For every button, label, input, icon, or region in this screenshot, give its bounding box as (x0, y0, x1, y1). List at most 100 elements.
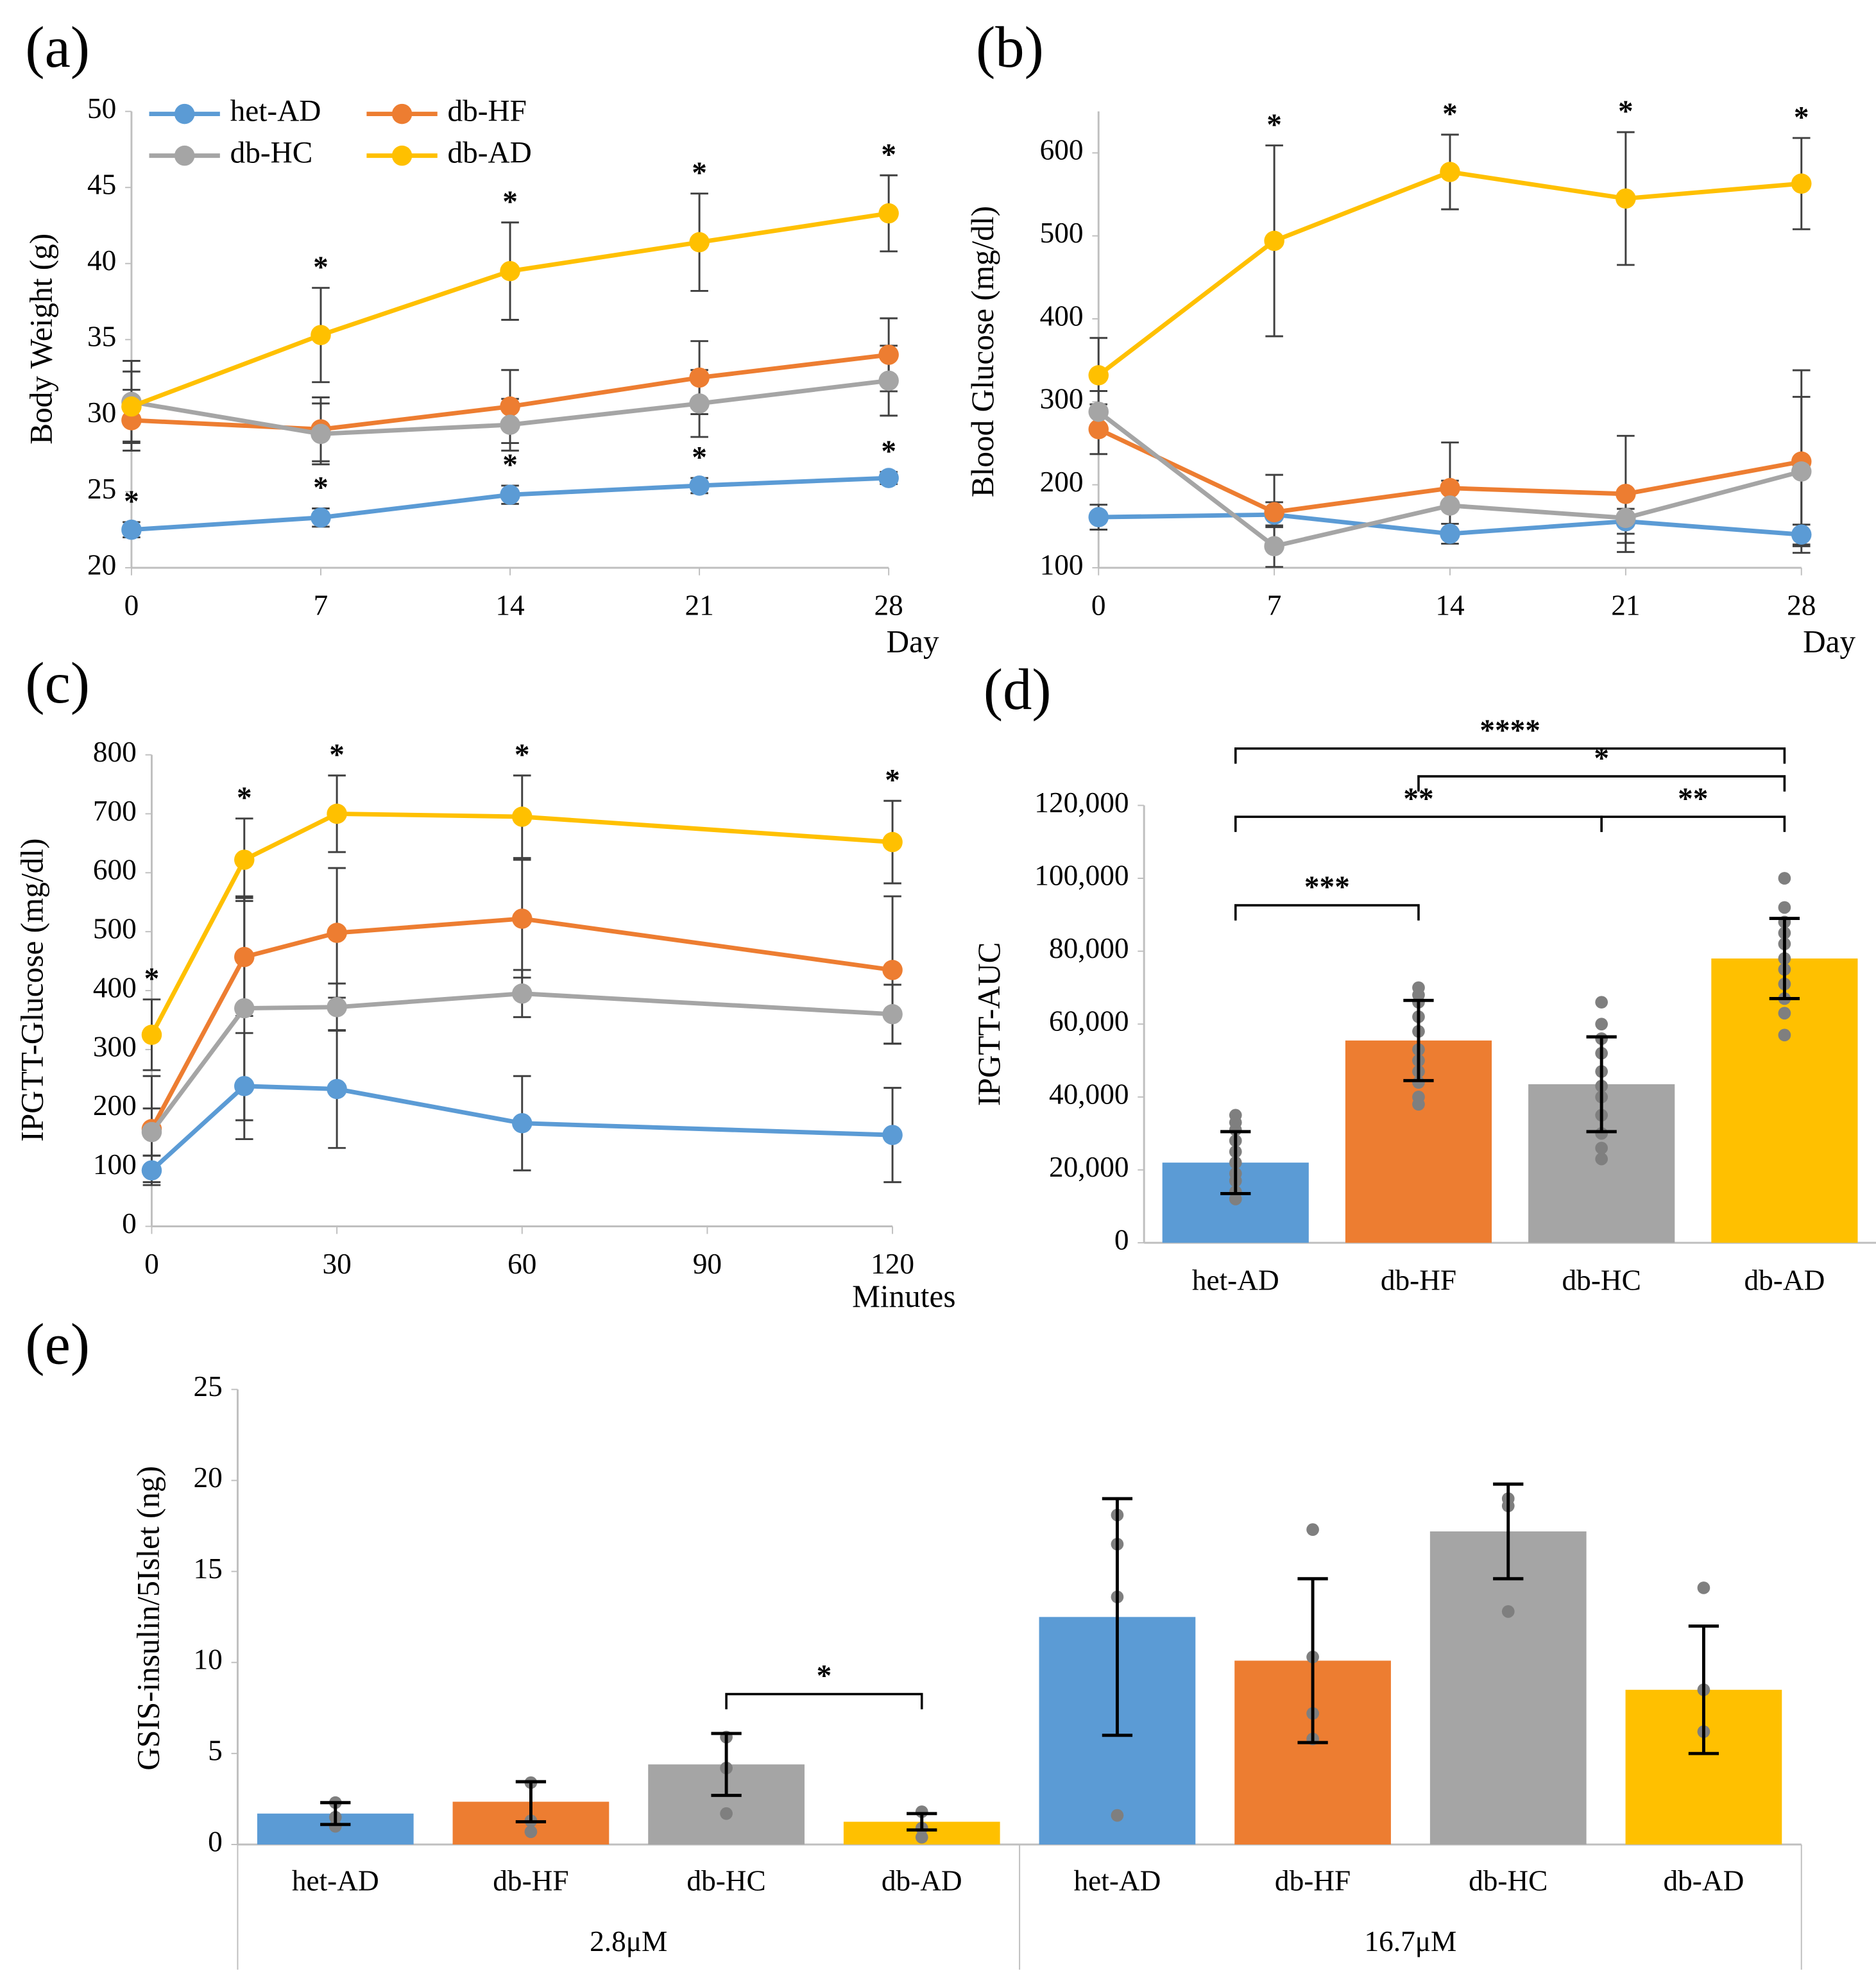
significance: * (313, 472, 328, 505)
y-tick-label: 800 (93, 736, 137, 768)
y-tick-label: 50 (87, 92, 116, 124)
data-dot (1412, 1098, 1425, 1111)
significance-bracket (1234, 904, 1420, 921)
data-point (327, 803, 347, 824)
y-tick-label: 700 (93, 795, 137, 827)
y-tick-label: 500 (1040, 217, 1084, 249)
data-point (511, 908, 533, 929)
x-tick-label: 14 (495, 589, 524, 621)
x-tick-label: 0 (144, 1248, 159, 1280)
significance: * (885, 763, 900, 797)
data-point (1791, 461, 1812, 482)
significance-bracket (1234, 815, 1603, 832)
y-tick-label: 600 (1040, 134, 1084, 166)
data-point (689, 232, 710, 253)
data-dot (1229, 1193, 1242, 1205)
x-tick-label: 14 (1435, 589, 1464, 621)
x-tick-label: het-AD (292, 1864, 379, 1896)
data-point (1264, 230, 1284, 251)
x-axis-title: Minutes (852, 1279, 955, 1314)
y-tick-label: 100 (1040, 549, 1084, 581)
significance: * (237, 781, 252, 815)
x-tick-label: db-HC (1469, 1864, 1548, 1896)
bar (1429, 1531, 1587, 1845)
y-tick-label: 400 (93, 971, 137, 1003)
data-point (141, 1160, 162, 1181)
data-point (1791, 173, 1812, 194)
data-point (327, 997, 347, 1018)
legend-marker (391, 145, 413, 166)
x-tick-label: db-HF (1275, 1864, 1351, 1896)
x-tick-label: db-AD (1744, 1265, 1825, 1297)
data-dot (1595, 1141, 1608, 1155)
y-tick-label: 300 (1040, 383, 1084, 415)
data-dot (1778, 1007, 1791, 1020)
significance-bracket (725, 1692, 923, 1710)
data-point (511, 806, 533, 827)
data-point (1440, 495, 1460, 516)
legend-label: db-HF (448, 94, 527, 128)
data-dot (1778, 872, 1791, 885)
significance-bracket (1234, 747, 1786, 764)
significance: **** (1479, 714, 1540, 747)
significance-bracket (1417, 775, 1786, 792)
significance: * (124, 485, 139, 518)
data-dot (1501, 1605, 1515, 1618)
x-tick-label: 90 (693, 1248, 722, 1280)
data-dot (1778, 901, 1791, 914)
significance-bracket (1600, 815, 1786, 832)
panel-label: (c) (25, 651, 90, 715)
y-tick-label: 35 (87, 321, 116, 353)
data-point (1088, 402, 1109, 422)
data-dot (1111, 1809, 1124, 1822)
x-tick-label: 28 (1787, 589, 1816, 621)
significance: ** (1678, 782, 1708, 815)
legend-label: db-HC (230, 136, 313, 169)
significance: * (1794, 101, 1809, 134)
y-tick-label: 40 (87, 244, 116, 277)
data-dot (1778, 1028, 1791, 1042)
significance: * (515, 738, 530, 772)
x-tick-label: 28 (874, 589, 903, 621)
x-tick-label: 30 (322, 1248, 351, 1280)
data-point (1440, 162, 1460, 182)
data-point (1088, 419, 1109, 439)
significance: * (1618, 95, 1633, 128)
y-axis-title: Blood Glucose (mg/dl) (965, 206, 1000, 497)
panel-label: (d) (984, 657, 1052, 722)
data-point (234, 1076, 255, 1096)
significance: * (692, 157, 707, 190)
x-tick-label: db-HF (1381, 1265, 1456, 1297)
data-point (1616, 484, 1636, 504)
x-tick-label: 0 (1091, 589, 1106, 621)
y-tick-label: 100 (93, 1148, 137, 1180)
data-point (1088, 365, 1109, 386)
data-point (1616, 188, 1636, 209)
x-tick-label: het-AD (1192, 1265, 1279, 1297)
data-point (1440, 524, 1460, 544)
significance: * (1442, 98, 1458, 131)
x-tick-label: 0 (124, 589, 139, 621)
y-tick-label: 60,000 (1049, 1005, 1129, 1037)
y-tick-label: 80,000 (1049, 932, 1129, 964)
data-point (141, 1121, 162, 1143)
significance: * (313, 251, 328, 284)
y-tick-label: 45 (87, 169, 116, 201)
data-point (878, 203, 899, 224)
panel-label: (b) (976, 15, 1044, 80)
x-tick-label: 120 (871, 1248, 914, 1280)
y-tick-label: 20,000 (1049, 1151, 1129, 1183)
data-point (882, 1125, 903, 1145)
x-tick-label: db-HF (493, 1864, 568, 1896)
data-point (121, 396, 142, 417)
y-tick-label: 100,000 (1034, 859, 1129, 891)
data-point (234, 849, 255, 870)
legend-label: het-AD (230, 94, 321, 128)
x-tick-label: 21 (1611, 589, 1640, 621)
x-tick-label: het-AD (1073, 1864, 1161, 1896)
x-tick-label: 21 (685, 589, 713, 621)
data-point (511, 1112, 533, 1134)
data-point (1088, 507, 1109, 527)
data-point (1616, 507, 1636, 529)
